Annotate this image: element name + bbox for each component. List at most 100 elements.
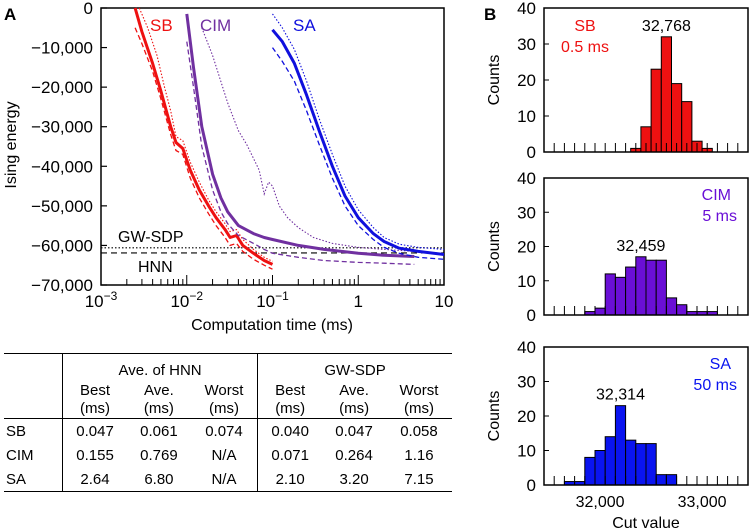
cim-average-line xyxy=(185,13,415,258)
x-tick-label: 32,000 xyxy=(576,494,625,511)
sa-best-line xyxy=(271,47,444,260)
column-header: Worst (ms) xyxy=(399,382,439,417)
histogram-bar xyxy=(655,259,667,316)
histogram-bar xyxy=(676,304,688,316)
histogram-bar xyxy=(701,147,713,153)
histogram-bar xyxy=(625,266,637,316)
histogram-bar xyxy=(625,439,637,486)
histogram-bar xyxy=(665,474,678,486)
histogram-bar xyxy=(604,273,616,316)
x-tick-label: 10−2 xyxy=(170,289,203,311)
table-cell: N/A xyxy=(190,467,258,492)
table-cell: 2.10 xyxy=(257,467,323,492)
y-tick-label: −20,000 xyxy=(31,78,93,97)
histogram-bar xyxy=(671,83,683,153)
mode-annotation: 32,459 xyxy=(616,238,665,255)
histogram-bar xyxy=(574,481,586,486)
x-tick-label: 10 xyxy=(435,292,454,311)
y-axis-label: Ising energy xyxy=(3,101,20,188)
group-header-gwsdp: GW-SDP xyxy=(257,353,452,382)
y-tick-label: 0 xyxy=(527,306,536,325)
histogram-bar xyxy=(665,297,678,316)
table-cell: 0.047 xyxy=(322,418,386,443)
y-tick-label: −30,000 xyxy=(31,118,93,137)
histogram-subtitle: 5 ms xyxy=(702,208,737,225)
histogram-bar xyxy=(584,311,596,316)
mode-annotation: 32,768 xyxy=(642,18,691,35)
group-header-hnn: Ave. of HNN xyxy=(61,353,258,382)
histogram-sb: 0 10 20 30 40 Counts 32,768 SB 0.5 ms xyxy=(486,0,749,162)
histogram-bar xyxy=(655,474,667,486)
y-axis-label: Counts xyxy=(486,391,503,442)
histogram-bar xyxy=(614,405,627,486)
computation-time-table: Ave. of HNN GW-SDP Best (ms) Ave. (ms) Wor… xyxy=(4,353,452,492)
y-axis-label: Counts xyxy=(486,55,503,106)
table-cell: 7.15 xyxy=(385,467,452,492)
sa-average-line xyxy=(271,28,444,256)
cim-best-line xyxy=(186,41,415,266)
table-cell: 6.80 xyxy=(127,467,191,492)
reference-label-gwsdp: GW-SDP xyxy=(118,229,183,246)
table-cell: 2.64 xyxy=(62,467,128,492)
y-tick-label: 20 xyxy=(517,71,536,90)
y-tick-label: 30 xyxy=(517,373,536,392)
table-cell: N/A xyxy=(211,446,237,464)
sb-worst-line xyxy=(138,7,273,262)
histogram-bar xyxy=(630,147,642,153)
x-tick-label: 10−3 xyxy=(85,289,118,311)
y-tick-label: −40,000 xyxy=(31,157,93,176)
x-axis-label: Cut value xyxy=(612,515,680,531)
panel-label-b: B xyxy=(484,5,496,24)
y-tick-label: 10 xyxy=(517,272,536,291)
y-tick-label: 10 xyxy=(517,442,536,461)
y-tick-label: 0 xyxy=(84,0,93,18)
y-tick-label: 0 xyxy=(527,476,536,495)
y-tick-label: 30 xyxy=(517,35,536,54)
histogram-bar xyxy=(594,307,606,316)
x-tick-label: 10−1 xyxy=(256,289,289,311)
row-header: SA xyxy=(4,467,63,492)
table-cell: 3.20 xyxy=(322,467,386,492)
histogram-frame xyxy=(543,177,749,316)
panel-label-a: A xyxy=(4,5,16,24)
y-tick-label: 40 xyxy=(517,0,536,18)
y-tick-label: 20 xyxy=(517,238,536,257)
y-tick-label: 20 xyxy=(517,407,536,426)
histogram-bar xyxy=(650,68,662,153)
table-cell: 0.264 xyxy=(335,446,373,464)
histogram-title: SB xyxy=(574,18,595,35)
histogram-title: SA xyxy=(710,356,732,373)
x-tick-label: 1 xyxy=(354,292,363,311)
histogram-bar xyxy=(635,443,647,486)
mode-annotation: 32,314 xyxy=(596,387,645,404)
histogram-subtitle: 50 ms xyxy=(693,377,737,394)
column-header: Best (ms) xyxy=(257,382,323,419)
histogram-frame xyxy=(543,346,749,486)
table-corner xyxy=(4,353,63,382)
histogram-bar xyxy=(660,36,672,153)
histogram-bar xyxy=(594,450,606,486)
histogram-cim: 0 10 20 30 40 Counts 32,459 CIM 5 ms xyxy=(486,169,749,325)
table-cell: 0.155 xyxy=(62,443,128,467)
histogram-bar xyxy=(584,456,596,486)
y-tick-label: 10 xyxy=(517,107,536,126)
table-cell: 0.047 xyxy=(62,418,128,443)
histogram-bar xyxy=(645,259,657,316)
sa-series-label: SA xyxy=(293,16,316,35)
histogram-frame xyxy=(543,7,749,153)
table-cell: 0.074 xyxy=(190,418,258,443)
y-tick-label: −50,000 xyxy=(31,197,93,216)
histogram-bar xyxy=(640,126,652,153)
histogram-sa: 0 10 20 30 40 Counts 32,314 SA 50 ms 32,000 33,000… xyxy=(486,338,749,531)
table-row: SB 0.047 0.061 0.074 0.040 0.047 0.058 xyxy=(4,418,452,443)
table-cell: 1.16 xyxy=(404,446,434,464)
histogram-bar xyxy=(706,311,718,316)
y-tick-label: −70,000 xyxy=(31,276,93,295)
cim-series-label: CIM xyxy=(200,16,231,35)
table-cell: 0.769 xyxy=(140,446,178,464)
y-tick-label: 40 xyxy=(517,169,536,188)
sb-average-line xyxy=(133,7,274,266)
y-tick-label: −60,000 xyxy=(31,236,93,255)
x-axis-label: Computation time (ms) xyxy=(191,317,353,334)
table-cell: 0.040 xyxy=(257,418,323,443)
